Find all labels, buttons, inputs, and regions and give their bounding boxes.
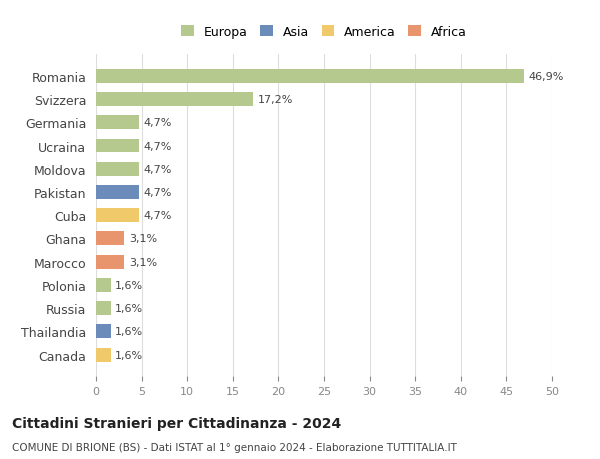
Bar (96, 302, 110, 315)
Text: 1,6%: 1,6% (115, 303, 143, 313)
Bar (96, 139, 139, 153)
Bar (96, 185, 139, 200)
Bar (96, 278, 110, 292)
Text: 4,7%: 4,7% (143, 211, 172, 221)
Text: Cittadini Stranieri per Cittadinanza - 2024: Cittadini Stranieri per Cittadinanza - 2… (12, 416, 341, 430)
Text: 4,7%: 4,7% (143, 188, 172, 197)
Bar (96, 93, 253, 107)
Text: 46,9%: 46,9% (528, 72, 563, 82)
Bar (96, 116, 139, 130)
Bar (96, 70, 524, 84)
Bar (96, 209, 139, 223)
Text: 4,7%: 4,7% (143, 118, 172, 128)
Text: 4,7%: 4,7% (143, 141, 172, 151)
Text: COMUNE DI BRIONE (BS) - Dati ISTAT al 1° gennaio 2024 - Elaborazione TUTTITALIA.: COMUNE DI BRIONE (BS) - Dati ISTAT al 1°… (12, 442, 457, 452)
Text: 3,1%: 3,1% (129, 257, 157, 267)
Text: 3,1%: 3,1% (129, 234, 157, 244)
Bar (96, 255, 124, 269)
Bar (96, 162, 139, 176)
Bar (96, 348, 110, 362)
Text: 4,7%: 4,7% (143, 164, 172, 174)
Bar (96, 325, 110, 339)
Bar (96, 232, 124, 246)
Text: 1,6%: 1,6% (115, 280, 143, 290)
Text: 1,6%: 1,6% (115, 327, 143, 336)
Text: 17,2%: 17,2% (257, 95, 293, 105)
Text: 1,6%: 1,6% (115, 350, 143, 360)
Legend: Europa, Asia, America, Africa: Europa, Asia, America, Africa (175, 20, 473, 45)
